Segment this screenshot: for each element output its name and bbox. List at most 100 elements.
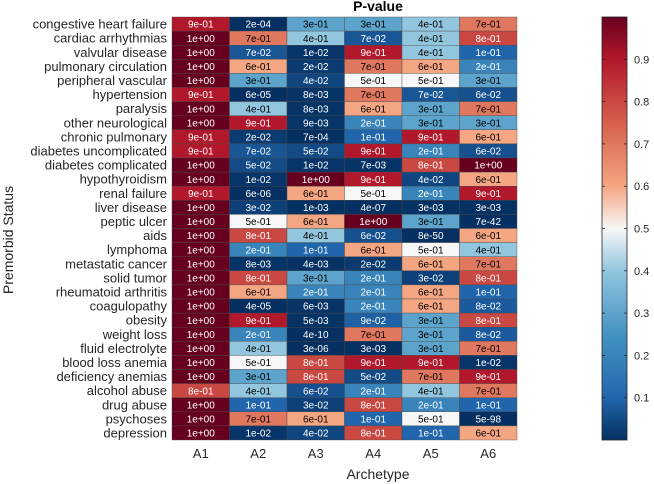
cell-value-label: 1e-01 xyxy=(475,288,501,299)
cell-value-label: 7e-01 xyxy=(475,20,501,31)
cell-value-label: 1e+00 xyxy=(187,245,216,256)
row-label: psychoses xyxy=(106,411,168,426)
cell-value-label: 1e-01 xyxy=(475,48,501,59)
cell-value-label: 3e-02 xyxy=(245,203,271,214)
row-label: alcohol abuse xyxy=(87,383,167,398)
cell-value-label: 4e-02 xyxy=(303,429,329,440)
cell-value-label: 6e-02 xyxy=(475,147,501,158)
row-label: rheumatoid arthritis xyxy=(56,284,168,299)
colorbar xyxy=(601,16,628,441)
cell-value-label: 3e-03 xyxy=(475,203,501,214)
cell-value-label: 1e-01 xyxy=(245,400,271,411)
cell-value-label: 8e-02 xyxy=(475,302,501,313)
cell-value-label: 4e-01 xyxy=(245,344,271,355)
cell-value-label: 1e-02 xyxy=(245,429,271,440)
cell-value-label: 4e-01 xyxy=(303,34,329,45)
cell-value-label: 1e-02 xyxy=(303,48,329,59)
row-label: peripheral vascular xyxy=(57,73,168,88)
cell-value-label: 2e-01 xyxy=(245,245,271,256)
cell-value-label: 5e-01 xyxy=(360,189,386,200)
cell-value-label: 7e-42 xyxy=(475,217,501,228)
cell-value-label: 3e-06 xyxy=(303,344,329,355)
cell-value-label: 2e-01 xyxy=(360,118,386,129)
cell-value-label: 5e-01 xyxy=(360,76,386,87)
cell-value-label: 9e-01 xyxy=(475,189,501,200)
cell-value-label: 1e+00 xyxy=(187,161,216,172)
cell-value-label: 7e-02 xyxy=(245,147,271,158)
column-label: A2 xyxy=(250,446,266,461)
cell-value-label: 8e-01 xyxy=(418,161,444,172)
cell-value-label: 9e-02 xyxy=(360,316,386,327)
cell-value-label: 7e-01 xyxy=(475,104,501,115)
cell-value-label: 7e-01 xyxy=(360,62,386,73)
cell-value-label: 6e-03 xyxy=(303,302,329,313)
row-label: renal failure xyxy=(99,186,167,201)
cell-value-label: 1e-01 xyxy=(418,429,444,440)
cell-value-label: 6e-01 xyxy=(475,231,501,242)
cell-value-label: 3e-01 xyxy=(418,316,444,327)
cell-value-label: 2e-01 xyxy=(418,147,444,158)
cell-value-label: 3e-01 xyxy=(245,372,271,383)
cell-value-label: 1e+00 xyxy=(187,175,216,186)
cell-value-label: 9e-01 xyxy=(188,132,214,143)
cell-value-label: 2e-01 xyxy=(360,288,386,299)
cell-value-label: 9e-01 xyxy=(360,147,386,158)
cell-value-label: 4e-03 xyxy=(303,259,329,270)
cell-value-label: 1e-02 xyxy=(245,175,271,186)
cell-value-label: 8e-01 xyxy=(475,273,501,284)
cell-value-label: 1e-02 xyxy=(475,358,501,369)
cell-value-label: 9e-01 xyxy=(360,175,386,186)
cell-value-label: 3e-01 xyxy=(418,118,444,129)
cell-value-label: 6e-01 xyxy=(418,302,444,313)
cell-value-label: 9e-03 xyxy=(303,118,329,129)
cell-value-label: 1e+00 xyxy=(187,358,216,369)
cell-value-label: 2e-02 xyxy=(303,62,329,73)
row-label: diabetes complicated xyxy=(45,158,167,173)
cell-value-label: 2e-02 xyxy=(245,132,271,143)
cell-value-label: 5e-01 xyxy=(245,217,271,228)
cell-value-label: 2e-01 xyxy=(245,330,271,341)
cell-value-label: 8e-01 xyxy=(188,386,214,397)
cell-value-label: 7e-01 xyxy=(475,344,501,355)
cell-value-label: 4e-02 xyxy=(418,175,444,186)
cell-value-label: 1e-01 xyxy=(360,132,386,143)
heatmap-cell xyxy=(459,425,518,441)
cell-value-label: 6e-01 xyxy=(475,132,501,143)
cell-value-label: 7e-02 xyxy=(360,34,386,45)
cell-value-label: 9e-01 xyxy=(245,118,271,129)
row-label: drug abuse xyxy=(102,397,167,412)
cell-value-label: 4e-01 xyxy=(245,386,271,397)
cell-value-label: 6e-01 xyxy=(418,259,444,270)
chart-title: P-value xyxy=(353,0,403,14)
cell-value-label: 9e-01 xyxy=(188,20,214,31)
cell-value-label: 3e-01 xyxy=(475,118,501,129)
row-label: cardiac arrhythmias xyxy=(54,31,168,46)
cell-value-label: 5e-01 xyxy=(245,358,271,369)
cell-value-label: 8e-01 xyxy=(360,400,386,411)
cell-value-label: 4e-05 xyxy=(245,302,271,313)
cell-value-label: 3e-01 xyxy=(418,330,444,341)
cell-value-label: 7e-03 xyxy=(360,161,386,172)
cell-value-label: 9e-01 xyxy=(418,132,444,143)
cell-value-label: 9e-01 xyxy=(188,147,214,158)
cell-value-label: 1e+00 xyxy=(187,344,216,355)
colorbar-tick-label: 0.1 xyxy=(634,393,649,405)
cell-value-label: 7e-01 xyxy=(475,386,501,397)
colorbar-tick-label: 0.2 xyxy=(634,350,649,362)
cell-value-label: 7e-01 xyxy=(475,259,501,270)
row-label: obesity xyxy=(126,313,168,328)
row-label: pulmonary circulation xyxy=(44,59,167,74)
cell-value-label: 5e-02 xyxy=(245,161,271,172)
row-label: diabetes uncomplicated xyxy=(30,143,167,158)
cell-value-label: 1e+00 xyxy=(187,288,216,299)
cell-value-label: 2e-02 xyxy=(360,259,386,270)
row-label: blood loss anemia xyxy=(62,355,168,370)
cell-value-label: 8e-50 xyxy=(418,231,444,242)
cell-value-label: 1e+00 xyxy=(187,217,216,228)
cell-value-label: 9e-01 xyxy=(360,358,386,369)
cell-value-label: 6e-01 xyxy=(245,62,271,73)
cell-value-label: 1e+00 xyxy=(187,203,216,214)
cell-value-label: 4e-01 xyxy=(418,20,444,31)
row-label: lymphoma xyxy=(107,242,168,257)
